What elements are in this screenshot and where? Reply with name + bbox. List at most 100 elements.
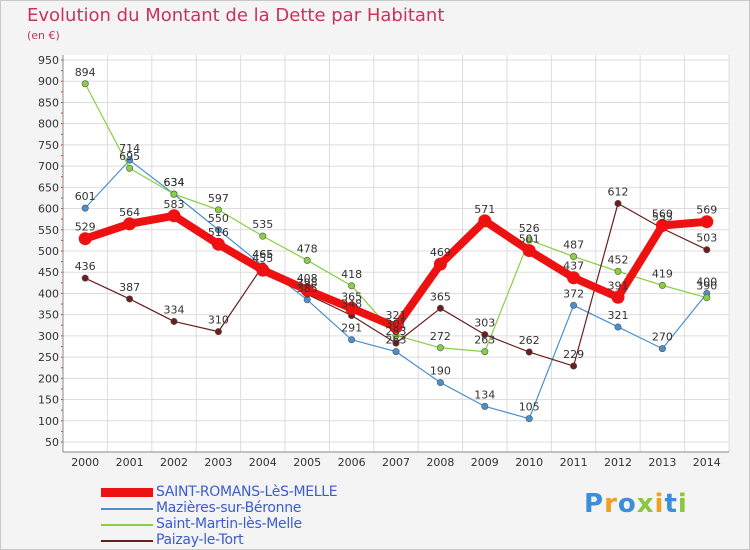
- logo-letter: i: [654, 489, 665, 519]
- x-tick-label: 2014: [693, 456, 721, 469]
- data-label: 390: [696, 280, 717, 293]
- data-label: 529: [75, 221, 96, 234]
- y-tick-label: 550: [38, 224, 59, 237]
- logo-letter: t: [664, 489, 678, 519]
- data-label: 190: [430, 365, 451, 378]
- data-point: [525, 415, 533, 423]
- y-tick-label: 800: [38, 118, 59, 131]
- legend-label: SAINT-ROMANS-LèS-MELLE: [156, 484, 338, 500]
- data-label: 601: [75, 190, 96, 203]
- data-point: [214, 328, 222, 336]
- x-tick-label: 2001: [116, 456, 144, 469]
- data-point: [481, 348, 489, 356]
- data-point: [259, 232, 267, 240]
- data-label: 550: [208, 212, 229, 225]
- data-point: [570, 362, 578, 370]
- data-label: 501: [519, 233, 540, 246]
- legend-swatch-saint-martin: [101, 524, 153, 526]
- data-point: [658, 345, 666, 353]
- data-label: 436: [75, 260, 96, 273]
- data-label: 437: [563, 260, 584, 273]
- data-label: 634: [164, 176, 185, 189]
- logo-letter: P: [584, 489, 605, 519]
- x-tick-label: 2002: [160, 456, 188, 469]
- data-point: [611, 290, 625, 304]
- data-label: 597: [208, 192, 229, 205]
- chart-title: Evolution du Montant de la Dette par Hab…: [27, 5, 445, 26]
- data-point: [436, 304, 444, 312]
- data-label: 478: [297, 242, 318, 255]
- data-point: [570, 301, 578, 309]
- data-point: [214, 206, 222, 214]
- proxiti-logo: Proxiti: [584, 489, 688, 519]
- y-tick-label: 950: [38, 54, 59, 67]
- chart-unit: (en €): [27, 29, 60, 42]
- data-point: [570, 253, 578, 261]
- x-tick-label: 2003: [204, 456, 232, 469]
- data-label: 398: [297, 276, 318, 289]
- data-label: 452: [608, 253, 629, 266]
- data-point: [525, 236, 533, 244]
- x-tick-label: 2004: [249, 456, 277, 469]
- data-label: 400: [696, 275, 717, 288]
- plot-area: [63, 55, 729, 452]
- y-tick-label: 50: [45, 436, 59, 449]
- data-label: 365: [430, 290, 451, 303]
- logo-letter: i: [677, 489, 688, 519]
- data-label: 408: [297, 272, 318, 285]
- data-label: 465: [252, 248, 273, 261]
- x-tick-label: 2000: [71, 456, 99, 469]
- logo-letter: x: [636, 489, 655, 519]
- data-point: [436, 344, 444, 352]
- data-point: [700, 215, 714, 229]
- data-label: 365: [341, 290, 362, 303]
- data-label: 391: [608, 279, 629, 292]
- data-point: [525, 348, 533, 356]
- data-label: 272: [430, 330, 451, 343]
- x-tick-label: 2008: [426, 456, 454, 469]
- data-point: [167, 209, 181, 223]
- data-label: 634: [164, 176, 185, 189]
- data-label: 560: [652, 208, 673, 221]
- data-label: 387: [119, 281, 140, 294]
- data-point: [348, 282, 356, 290]
- data-label: 455: [252, 252, 273, 265]
- data-point: [478, 214, 492, 228]
- data-label: 571: [474, 203, 495, 216]
- data-label: 372: [563, 287, 584, 300]
- data-point: [126, 156, 134, 164]
- x-tick-label: 2005: [293, 456, 321, 469]
- legend-label: Paizay-le-Tort: [156, 532, 244, 548]
- legend-swatch-mazieres: [101, 508, 153, 510]
- data-label: 105: [519, 401, 540, 414]
- data-label: 291: [341, 322, 362, 335]
- data-point: [126, 295, 134, 303]
- logo-letter: o: [617, 489, 637, 519]
- data-point: [300, 283, 314, 297]
- data-point: [214, 226, 222, 234]
- data-point: [211, 237, 225, 251]
- data-label: 503: [696, 232, 717, 245]
- data-label: 283: [386, 325, 407, 338]
- data-label: 310: [208, 314, 229, 327]
- data-label: 714: [119, 142, 140, 155]
- data-point: [567, 271, 581, 285]
- data-label: 229: [563, 348, 584, 361]
- y-tick-label: 500: [38, 245, 59, 258]
- data-label: 583: [164, 198, 185, 211]
- data-label: 263: [386, 334, 407, 347]
- data-label: 612: [608, 185, 629, 198]
- y-tick-label: 150: [38, 394, 59, 407]
- x-tick-label: 2013: [648, 456, 676, 469]
- legend-label: Saint-Martin-lès-Melle: [156, 516, 302, 532]
- data-point: [123, 217, 137, 231]
- data-label: 348: [341, 298, 362, 311]
- y-tick-label: 450: [38, 266, 59, 279]
- data-label: 321: [608, 309, 629, 322]
- data-label: 321: [386, 309, 407, 322]
- data-label: 564: [119, 206, 140, 219]
- data-point: [345, 301, 359, 315]
- logo-letter: r: [604, 489, 618, 519]
- data-label: 270: [652, 331, 673, 344]
